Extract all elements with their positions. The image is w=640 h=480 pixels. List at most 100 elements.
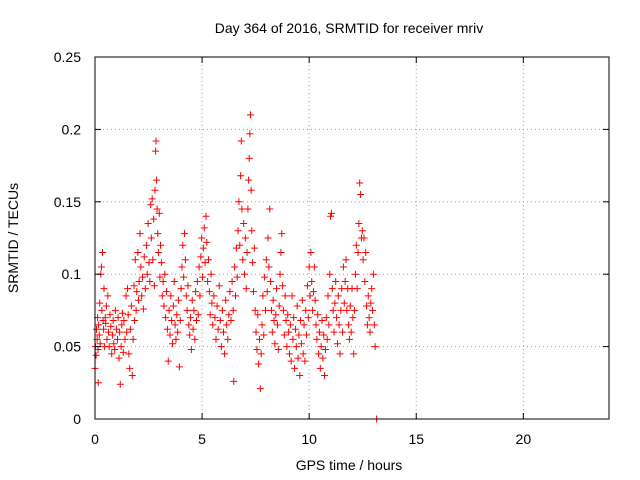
data-point [221,350,229,358]
y-tick-label: 0.2 [62,121,82,137]
data-point [190,306,198,314]
data-point [105,343,113,351]
data-point [177,285,185,293]
data-point [144,220,152,228]
data-point [235,198,243,206]
data-point [155,209,163,217]
data-point [256,385,264,393]
data-point [370,321,378,329]
data-point [175,296,183,304]
data-point [339,328,347,336]
data-point [104,328,112,336]
data-point [143,270,151,278]
data-point [329,306,337,314]
data-point [290,314,298,322]
data-point [341,277,349,285]
data-point [98,306,106,314]
data-point [282,317,290,325]
data-point [254,311,262,319]
data-point [157,241,165,249]
data-point [139,305,147,313]
data-point [147,201,155,209]
data-point [321,372,329,380]
data-point [333,314,341,322]
data-point [327,209,335,217]
data-point [230,377,238,385]
data-point [147,234,155,242]
data-point [300,321,308,329]
data-point [334,292,342,300]
data-point [118,321,126,329]
data-point [339,263,347,271]
data-point [97,263,105,271]
data-point [231,263,239,271]
data-point [206,311,214,319]
data-point [92,351,100,359]
data-point [220,328,227,336]
data-point [171,321,179,329]
data-point [306,292,314,300]
data-point [304,314,312,322]
data-point [258,321,266,329]
data-point [369,306,377,314]
data-point [345,321,353,329]
data-point [357,191,365,199]
data-point [274,345,282,353]
data-point [313,335,321,343]
data-point [330,328,338,336]
data-point [316,364,324,372]
data-point [291,364,299,372]
data-point [172,335,180,343]
data-point [364,292,372,300]
data-point [317,343,325,351]
data-point [184,282,192,290]
data-point [237,137,245,145]
data-point [115,354,123,362]
plot-border [94,56,610,420]
data-point [131,256,139,264]
data-point [275,302,283,310]
data-point [181,256,189,264]
data-point [145,259,153,267]
data-point [225,311,233,319]
data-point [237,172,245,180]
data-point [121,335,129,343]
data-point [141,285,149,293]
data-point [136,230,144,238]
data-point [328,285,336,293]
data-point [109,331,117,339]
data-point [100,285,108,293]
data-point [359,256,367,264]
data-point [151,186,159,194]
data-point [218,306,226,314]
data-point [369,270,377,278]
data-point [222,296,230,304]
data-point [365,314,373,322]
data-point [189,325,197,333]
x-axis-label: GPS time / hours [296,457,403,473]
data-point [333,340,341,348]
data-point [293,302,301,310]
data-point [193,277,201,285]
y-tick-label: 0.1 [62,266,82,282]
data-point [332,277,340,285]
data-point [312,321,320,329]
data-point [315,328,323,336]
data-point [207,270,215,278]
data-point [227,317,235,325]
data-point [108,350,116,358]
data-point [214,325,222,333]
data-point [126,325,134,333]
data-point [236,241,244,249]
data-point [307,248,315,256]
data-point [338,285,346,293]
data-point [241,234,249,242]
x-tick-label: 5 [198,431,206,447]
y-tick-label: 0 [73,411,81,427]
data-point [94,345,102,353]
data-point [200,224,208,232]
tick-labels: 0 5 10 15 20 0 0.05 0.1 0.15 0.2 0.25 [54,49,532,447]
data-point [309,306,317,314]
grid-lines [95,57,609,419]
data-point [287,357,295,365]
